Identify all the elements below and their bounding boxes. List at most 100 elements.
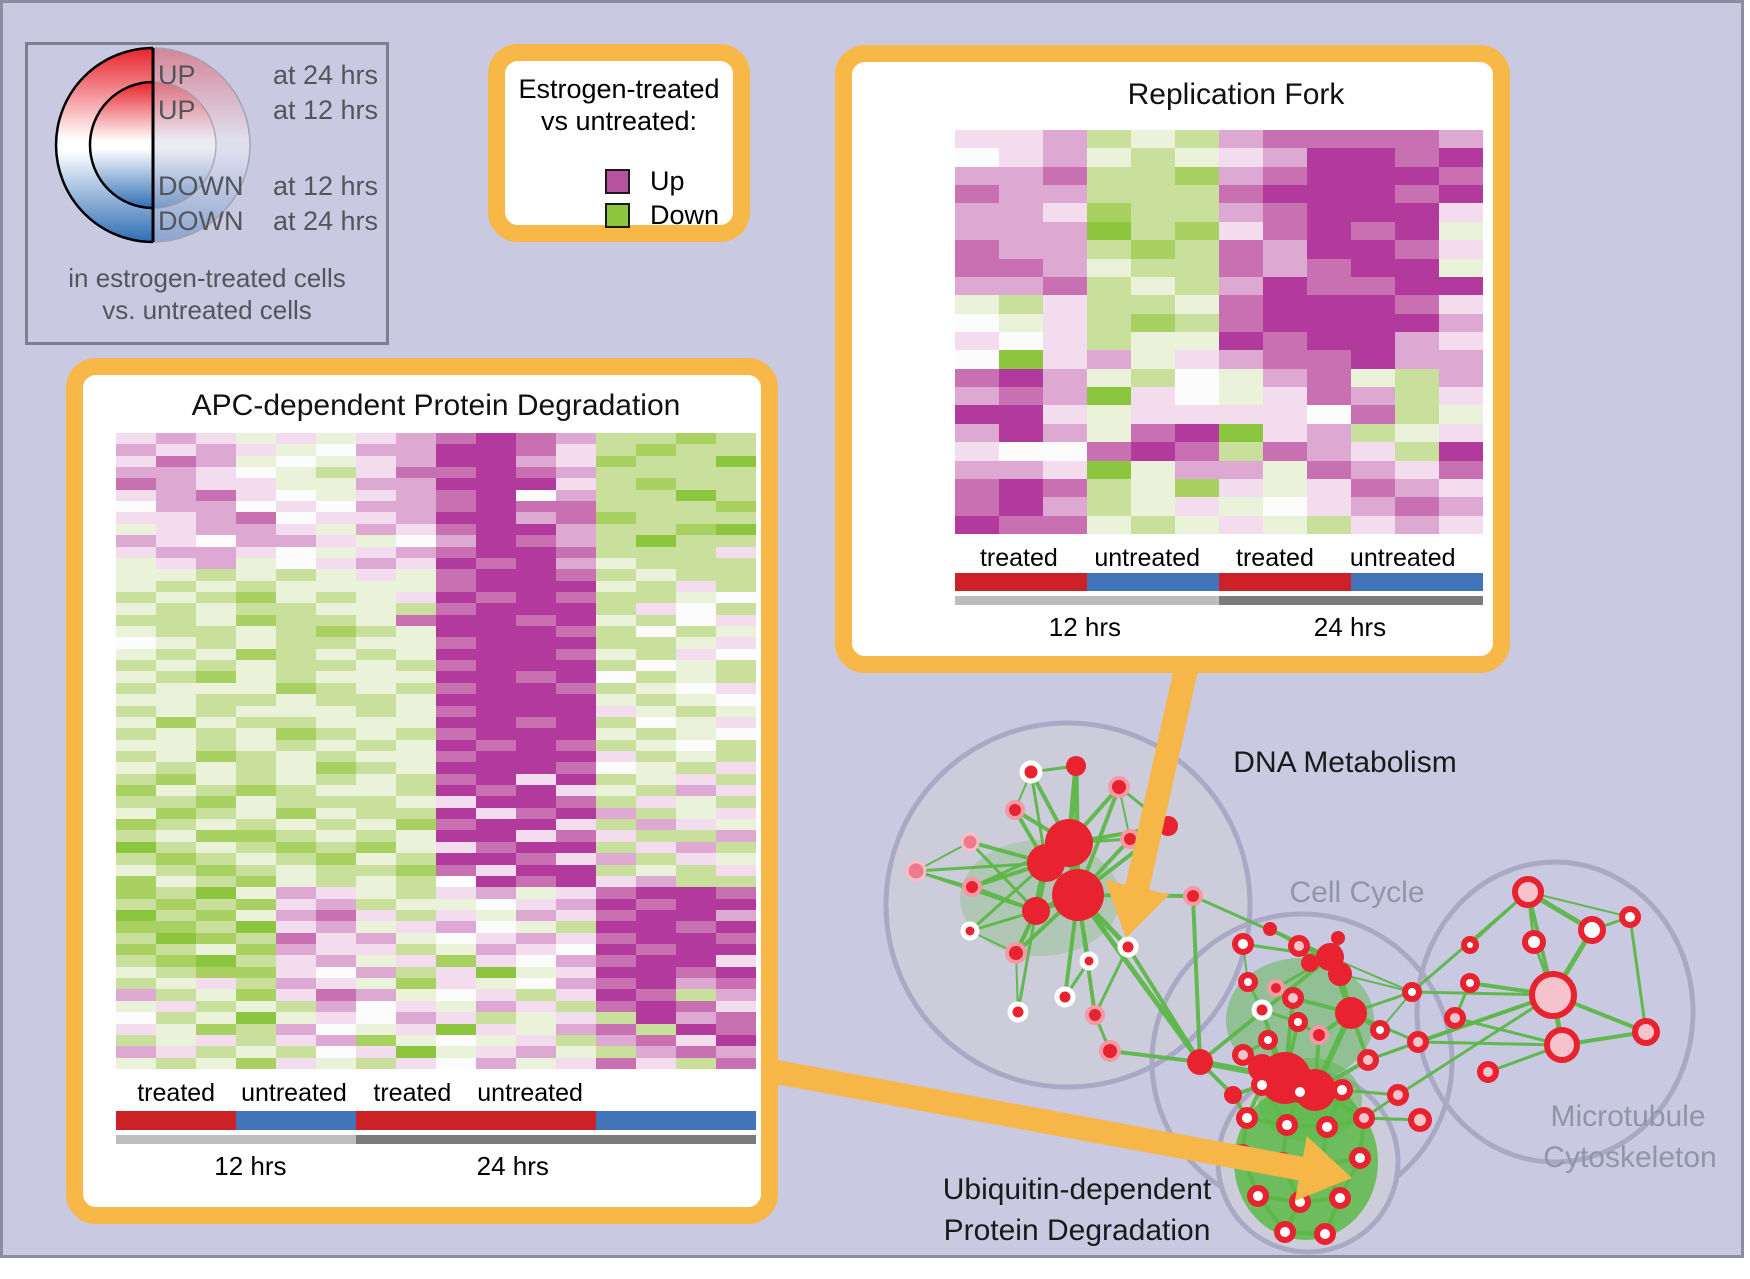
heatmap-cell	[396, 1000, 436, 1013]
heatmap-cell	[1307, 350, 1351, 369]
heatmap-cell	[1351, 313, 1395, 332]
heatmap-cell	[476, 1023, 516, 1035]
heatmap-cell	[396, 523, 436, 536]
heatmap-cell	[716, 909, 756, 922]
heatmap-cell	[1395, 423, 1439, 443]
heatmap-cell	[556, 523, 596, 536]
heatmap-cell	[316, 1057, 356, 1069]
heatmap-cell	[1351, 497, 1395, 516]
heatmap-cell	[1175, 295, 1219, 314]
heatmap-cell	[356, 773, 396, 786]
heatmap-cell	[436, 739, 476, 751]
heatmap-cell	[716, 944, 756, 956]
heatmap-cell	[676, 535, 716, 547]
heatmap-cell	[236, 773, 276, 786]
heatmap-cell	[476, 932, 516, 945]
concentric-circles-legend-icon	[54, 46, 251, 244]
heatmap-cell	[1395, 240, 1439, 259]
network-node	[1079, 951, 1099, 971]
heatmap-cell	[1087, 203, 1131, 222]
heatmap-cell	[316, 1046, 356, 1058]
network-node	[1108, 776, 1130, 798]
annotation-arrow-head	[1105, 880, 1170, 938]
heatmap-cell	[476, 523, 516, 536]
heatmap-cell	[156, 444, 196, 456]
network-node	[1232, 933, 1254, 955]
heatmap-cell	[276, 694, 316, 706]
heatmap-cell	[1307, 240, 1351, 259]
heatmap-cell	[276, 569, 316, 581]
heatmap-cell	[636, 875, 676, 888]
heatmap-cell	[556, 682, 596, 695]
heatmap-cell	[356, 909, 396, 922]
heatmap-cell	[596, 773, 636, 786]
heatmap-cell	[396, 671, 436, 683]
heatmap-cell	[636, 807, 676, 820]
network-node	[1248, 1054, 1276, 1082]
heatmap-cell	[596, 580, 636, 592]
heatmap-cell	[436, 921, 476, 933]
heatmap-cell	[1087, 331, 1131, 351]
heatmap-cell	[276, 785, 316, 797]
heatmap-cell	[516, 512, 556, 524]
heatmap-cell	[436, 716, 476, 729]
heatmap-cell	[1131, 442, 1175, 461]
heatmap-cell	[1043, 185, 1087, 204]
network-edge	[1191, 895, 1202, 1063]
heatmap-cell	[276, 944, 316, 956]
heatmap-cell	[556, 796, 596, 808]
heatmap-cell	[1263, 203, 1307, 222]
heatmap-cell	[436, 978, 476, 990]
heatmap-cell	[1219, 515, 1263, 534]
heatmap-cell	[196, 989, 236, 1001]
heatmap-cell	[196, 501, 236, 513]
heatmap-cell	[1087, 478, 1131, 498]
cluster-label-microtubule-line1: Microtubule	[1550, 1100, 1706, 1133]
heatmap-cell	[356, 898, 396, 910]
heatmap-cell	[516, 762, 556, 774]
heatmap-cell	[636, 898, 676, 910]
heatmap-cell	[476, 807, 516, 820]
heatmap-cell	[1131, 148, 1175, 167]
heatmap-cell	[1043, 130, 1087, 149]
heatmap-cell	[396, 944, 436, 956]
heatmap-cell	[1351, 478, 1395, 498]
heatmap-cell	[1439, 460, 1483, 479]
heatmap-cell	[116, 603, 156, 615]
heatmap-cell	[476, 455, 516, 468]
heatmap-cell	[636, 1034, 676, 1047]
heatmap-cell	[1087, 368, 1131, 388]
heatmap-cell	[596, 569, 636, 581]
heatmap-cell	[1395, 350, 1439, 369]
heatmap-cell	[636, 660, 676, 672]
network-node	[1407, 1031, 1429, 1053]
heatmap-cell	[316, 1034, 356, 1047]
heatmap-cell	[436, 501, 476, 513]
heatmap-cell	[636, 762, 676, 774]
heatmap-cell	[1219, 460, 1263, 479]
heatmap-cell	[1087, 515, 1131, 534]
heatmap-cell	[516, 785, 556, 797]
heatmap-cell	[1351, 387, 1395, 406]
heatmap-cell	[236, 478, 276, 490]
heatmap-cell	[716, 1023, 756, 1035]
heatmap-cell	[236, 819, 276, 831]
heatmap-cell	[596, 1034, 636, 1047]
heatmap-cell	[436, 603, 476, 615]
heatmap-cell	[436, 785, 476, 797]
heatmap-cell	[556, 875, 596, 888]
heatmap-cell	[1307, 331, 1351, 351]
heatmap-cell	[396, 626, 436, 638]
heatmap-cell	[156, 569, 196, 581]
heatmap-cell	[396, 955, 436, 967]
heatmap-cell	[316, 739, 356, 751]
heatmap-cell	[1395, 166, 1439, 186]
heatmap-cell	[196, 716, 236, 729]
heatmap-cell	[1395, 460, 1439, 479]
heatmap-cell	[636, 966, 676, 979]
heatmap-cell	[1131, 276, 1175, 296]
heatmap-cell	[356, 955, 396, 967]
heatmap-cell	[596, 841, 636, 854]
heatmap-cell	[1131, 295, 1175, 314]
heatmap-cell	[196, 944, 236, 956]
